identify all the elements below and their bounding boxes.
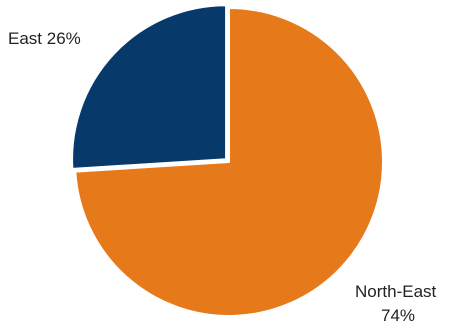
slice-label-north-east-name: North-East	[355, 282, 437, 301]
pie-slices	[71, 4, 384, 317]
slice-label-east: East 26%	[8, 29, 81, 48]
pie-slice-north-east	[74, 7, 384, 317]
slice-label-north-east-value: 74%	[381, 306, 415, 325]
pie-slice-east	[71, 4, 228, 170]
slice-label-north-east: North-East 74%	[355, 282, 441, 325]
